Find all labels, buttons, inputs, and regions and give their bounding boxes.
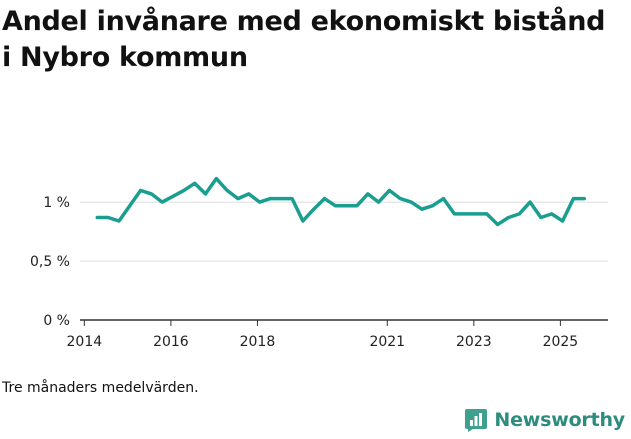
data-point bbox=[452, 212, 456, 216]
data-point bbox=[193, 181, 197, 185]
data-point bbox=[474, 212, 478, 216]
data-point bbox=[355, 204, 359, 208]
data-point bbox=[312, 207, 316, 211]
x-tick-label: 2014 bbox=[67, 334, 103, 350]
x-axis: 2014 2016 2018 2021 2023 2025 bbox=[67, 319, 608, 350]
y-tick-label: 0,5 % bbox=[30, 254, 70, 270]
series-layer bbox=[95, 176, 586, 227]
series-line bbox=[95, 176, 586, 227]
data-point bbox=[139, 188, 143, 192]
data-point bbox=[106, 215, 110, 219]
data-point bbox=[182, 188, 186, 192]
x-tick-label: 2018 bbox=[240, 334, 276, 350]
data-point bbox=[517, 212, 521, 216]
chart-footnote: Tre månaders medelvärden. bbox=[2, 380, 199, 396]
data-point bbox=[117, 219, 121, 223]
data-point bbox=[582, 197, 586, 201]
data-point bbox=[160, 200, 164, 204]
data-point bbox=[301, 219, 305, 223]
data-point bbox=[496, 223, 500, 227]
data-point bbox=[225, 188, 229, 192]
data-point bbox=[247, 192, 251, 196]
data-point bbox=[442, 197, 446, 201]
data-point bbox=[236, 197, 240, 201]
data-point bbox=[323, 197, 327, 201]
data-point bbox=[420, 207, 424, 211]
data-point bbox=[387, 188, 391, 192]
data-point bbox=[333, 204, 337, 208]
data-point bbox=[258, 200, 262, 204]
data-point bbox=[377, 200, 381, 204]
data-point bbox=[550, 212, 554, 216]
y-tick-label: 0 % bbox=[43, 313, 70, 329]
y-tick-label: 1 % bbox=[43, 195, 70, 211]
data-point bbox=[398, 197, 402, 201]
x-tick-label: 2025 bbox=[543, 334, 579, 350]
chart-title: Andel invånare med ekonomiskt bistånd i … bbox=[2, 6, 606, 73]
bar-chart-icon bbox=[465, 409, 488, 432]
newsworthy-logo[interactable]: Newsworthy bbox=[464, 408, 625, 432]
data-point bbox=[290, 197, 294, 201]
data-point bbox=[128, 204, 132, 208]
data-point bbox=[539, 215, 543, 219]
y-axis-tick-labels: 0 % 0,5 % 1 % bbox=[30, 195, 70, 329]
brand-name: Newsworthy bbox=[494, 409, 625, 431]
data-point bbox=[214, 177, 218, 181]
data-point bbox=[571, 197, 575, 201]
x-tick-label: 2016 bbox=[153, 334, 189, 350]
data-point bbox=[409, 200, 413, 204]
data-point bbox=[95, 215, 99, 219]
data-point bbox=[344, 204, 348, 208]
data-point bbox=[366, 192, 370, 196]
data-point bbox=[463, 212, 467, 216]
line-chart: 0 % 0,5 % 1 % 2014 2016 2018 2021 2023 2025 bbox=[30, 176, 608, 350]
grid-lines bbox=[80, 201, 608, 262]
data-point bbox=[268, 197, 272, 201]
x-tick-label: 2023 bbox=[456, 334, 492, 350]
data-point bbox=[279, 197, 283, 201]
data-point bbox=[431, 204, 435, 208]
data-point bbox=[506, 215, 510, 219]
data-point bbox=[171, 194, 175, 198]
data-point bbox=[528, 200, 532, 204]
data-point bbox=[204, 192, 208, 196]
data-point bbox=[561, 219, 565, 223]
data-point bbox=[485, 212, 489, 216]
data-point bbox=[149, 192, 153, 196]
x-tick-label: 2021 bbox=[369, 334, 405, 350]
